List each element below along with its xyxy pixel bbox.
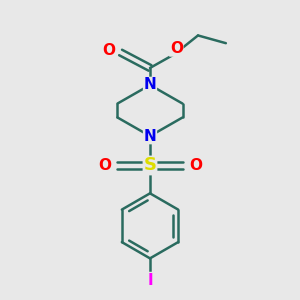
Text: O: O <box>98 158 111 173</box>
Text: S: S <box>143 157 157 175</box>
Text: I: I <box>147 272 153 287</box>
Text: O: O <box>102 44 115 59</box>
Text: O: O <box>189 158 202 173</box>
Text: O: O <box>170 41 183 56</box>
Text: N: N <box>144 129 156 144</box>
Text: N: N <box>144 77 156 92</box>
